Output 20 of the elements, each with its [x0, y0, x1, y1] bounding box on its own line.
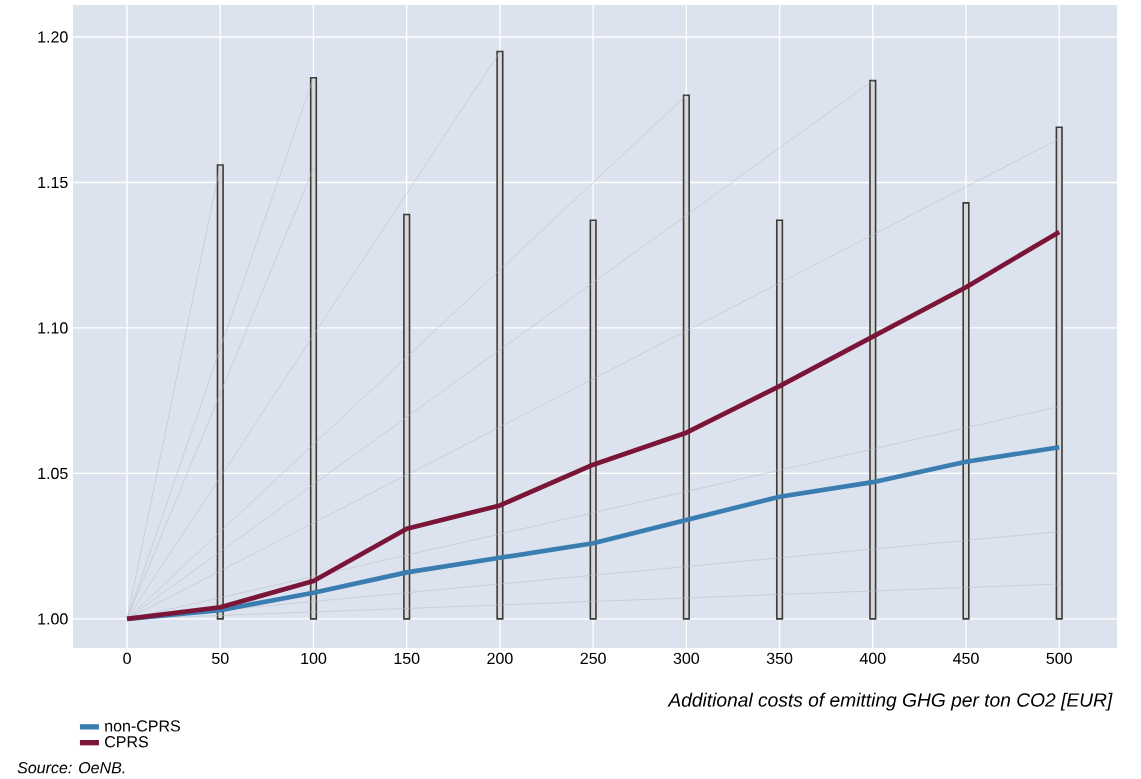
x-tick-label: 50 [212, 652, 229, 665]
x-tick-label: 150 [394, 652, 420, 665]
x-tick-label: 450 [953, 652, 979, 665]
x-tick-label: 200 [487, 652, 513, 665]
x-tick-label: 0 [123, 652, 131, 665]
legend-label: non-CPRS [105, 720, 180, 732]
x-tick-label: 400 [859, 652, 886, 665]
x-tick-label: 300 [673, 652, 700, 665]
source-note: Source: OeNB. [17, 762, 125, 774]
y-tick-label: 1.20 [38, 31, 68, 43]
y-tick-label: 1.00 [38, 613, 68, 625]
x-tick-label: 500 [1046, 652, 1072, 665]
x-tick-label: 250 [580, 652, 606, 665]
y-tick-label: 1.10 [38, 322, 68, 334]
x-tick-label: 350 [766, 652, 793, 665]
y-tick-label: 1.15 [38, 176, 68, 189]
y-tick-label: 1.05 [38, 467, 68, 480]
legend-label: CPRS [105, 736, 148, 748]
x-tick-label: 100 [301, 652, 327, 665]
x-axis-title: Additional costs of emitting GHG per ton CO2 [EUR] [667, 692, 1113, 711]
